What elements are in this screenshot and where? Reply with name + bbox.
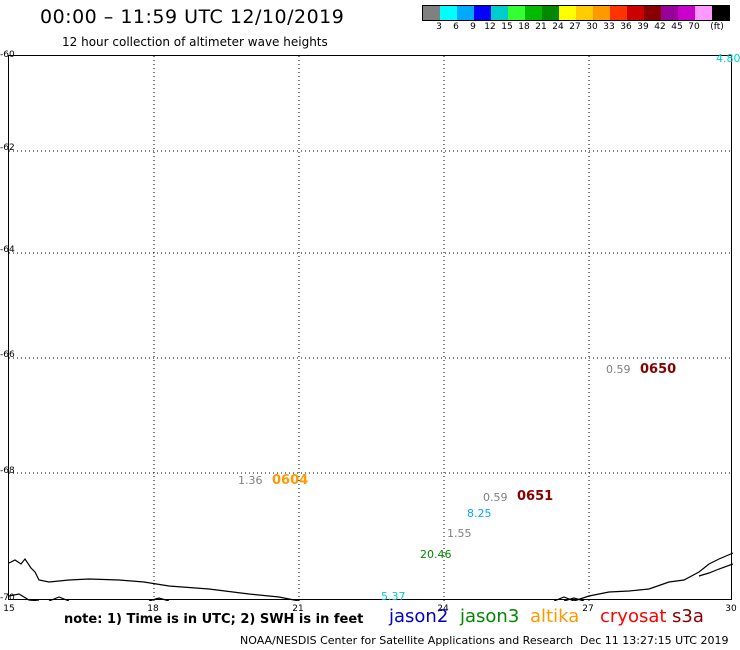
y-tick-label: -70 bbox=[0, 593, 15, 603]
legend-label: 3 bbox=[436, 22, 442, 32]
legend-swatch bbox=[423, 6, 440, 20]
map-plot-area bbox=[8, 55, 733, 601]
page-subtitle: 12 hour collection of altimeter wave hei… bbox=[62, 35, 328, 49]
legend-swatch bbox=[695, 6, 712, 20]
wave-height-label: 0.59 bbox=[606, 363, 631, 376]
footer-note: note: 1) Time is in UTC; 2) SWH is in fe… bbox=[64, 612, 364, 627]
legend-swatch bbox=[508, 6, 525, 20]
legend-label: 30 bbox=[586, 22, 598, 32]
wave-height-label: 4.80 bbox=[716, 52, 740, 65]
map-canvas bbox=[9, 56, 733, 601]
y-tick-label: -68 bbox=[0, 466, 15, 476]
page-title: 00:00 – 11:59 UTC 12/10/2019 bbox=[40, 6, 345, 28]
pass-time-label: 0650 bbox=[640, 362, 677, 377]
credit-text: NOAA/NESDIS Center for Satellite Applica… bbox=[240, 634, 574, 647]
wave-height-label: 0.59 bbox=[483, 491, 508, 504]
coastline-west-inner bbox=[9, 593, 170, 601]
y-tick-label: -66 bbox=[0, 350, 15, 360]
legend-label: 33 bbox=[603, 22, 615, 32]
legend-swatch bbox=[644, 6, 661, 20]
legend-swatch bbox=[593, 6, 610, 20]
legend-swatch bbox=[440, 6, 457, 20]
legend-label: 39 bbox=[637, 22, 649, 32]
legend-label: 42 bbox=[654, 22, 666, 32]
y-tick-label: -62 bbox=[0, 143, 15, 153]
legend-swatch bbox=[661, 6, 678, 20]
legend-label: 12 bbox=[484, 22, 496, 32]
x-tick-label: 27 bbox=[582, 604, 594, 614]
wave-height-label: 5.37 bbox=[381, 590, 406, 603]
wave-height-label: 8.25 bbox=[467, 507, 492, 520]
generated-timestamp: Dec 11 13:27:15 UTC 2019 bbox=[580, 634, 729, 647]
legend-label: (ft) bbox=[710, 22, 724, 32]
x-tick-label: 18 bbox=[147, 604, 159, 614]
legend-swatch bbox=[678, 6, 695, 20]
legend-swatch bbox=[525, 6, 542, 20]
legend-swatch bbox=[457, 6, 474, 20]
legend-swatch bbox=[542, 6, 559, 20]
grid-lines bbox=[9, 56, 733, 601]
satellite-label-jason2: jason2 bbox=[389, 606, 449, 627]
legend-swatch bbox=[491, 6, 508, 20]
legend-label: 15 bbox=[501, 22, 513, 32]
pass-time-label: 0651 bbox=[517, 489, 554, 504]
satellite-label-s3a: s3a bbox=[672, 606, 704, 627]
x-tick-label: 30 bbox=[725, 604, 737, 614]
legend-swatch bbox=[627, 6, 644, 20]
legend-label: 70 bbox=[688, 22, 700, 32]
coastline-east-inner bbox=[563, 563, 733, 601]
legend-label: 45 bbox=[671, 22, 683, 32]
legend-label: 27 bbox=[569, 22, 581, 32]
satellite-label-altika: altika bbox=[530, 606, 580, 627]
color-legend-bar bbox=[422, 5, 730, 21]
antarctic-coastline bbox=[9, 552, 733, 601]
legend-swatch bbox=[712, 6, 729, 20]
legend-label: 18 bbox=[518, 22, 530, 32]
legend-swatch bbox=[474, 6, 491, 20]
y-tick-label: -64 bbox=[0, 245, 15, 255]
x-tick-label: 15 bbox=[3, 604, 15, 614]
legend-label: 6 bbox=[453, 22, 459, 32]
wave-height-label: 20.46 bbox=[420, 548, 452, 561]
legend-swatch bbox=[559, 6, 576, 20]
coastline-east bbox=[553, 552, 733, 601]
satellite-label-jason3: jason3 bbox=[460, 606, 520, 627]
wave-height-label: 1.55 bbox=[447, 527, 472, 540]
wave-height-label: 1.36 bbox=[238, 474, 263, 487]
legend-swatch bbox=[576, 6, 593, 20]
legend-label: 9 bbox=[470, 22, 476, 32]
legend-swatch bbox=[610, 6, 627, 20]
legend-label: 24 bbox=[552, 22, 564, 32]
satellite-label-cryosat: cryosat bbox=[600, 606, 667, 627]
y-tick-label: -60 bbox=[0, 50, 15, 60]
x-tick-label: 24 bbox=[437, 604, 449, 614]
legend-label: 21 bbox=[535, 22, 547, 32]
x-tick-label: 21 bbox=[292, 604, 304, 614]
coastline-west bbox=[9, 557, 300, 601]
legend-label: 36 bbox=[620, 22, 632, 32]
pass-time-label: 0604 bbox=[272, 473, 309, 488]
